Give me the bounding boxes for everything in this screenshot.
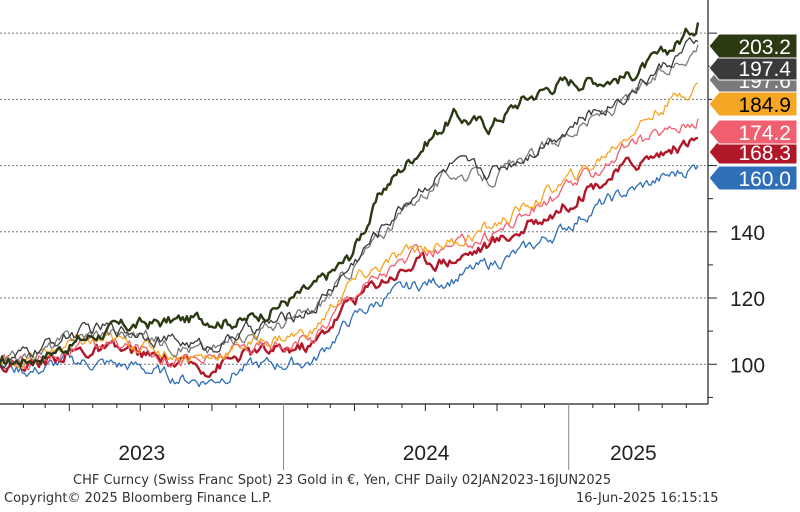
value-tag-label: 168.3	[738, 142, 791, 165]
x-tick-label: 2024	[403, 442, 450, 465]
value-tag-label: 203.2	[738, 36, 791, 59]
y-tick-label: 100	[730, 354, 765, 377]
series-line	[0, 44, 699, 365]
series-lines	[0, 22, 700, 388]
x-tick-label: 2025	[610, 442, 657, 465]
value-tag-box	[708, 55, 798, 81]
series-line	[0, 118, 699, 371]
series-line	[0, 22, 700, 368]
y-tick-label: 120	[730, 288, 765, 311]
value-tag: 197.4	[708, 55, 798, 81]
value-tag: 160.0	[708, 165, 798, 191]
value-tag: 174.2	[708, 119, 798, 145]
value-tag-box	[708, 165, 798, 191]
grid	[0, 32, 708, 365]
series-line	[0, 37, 699, 369]
chart-description: CHF Curncy (Swiss Franc Spot) 23 Gold in…	[73, 473, 612, 488]
value-tag-label: 174.2	[738, 122, 791, 145]
y-tick-label: 140	[730, 222, 765, 245]
value-tag: 168.3	[708, 139, 798, 165]
value-tag-box	[708, 91, 798, 117]
value-tag-label: 160.0	[738, 168, 791, 191]
value-tag: 184.9	[708, 91, 798, 117]
value-tag-box	[708, 33, 798, 59]
timestamp: 16-Jun-2025 16:15:15	[576, 491, 719, 506]
copyright-notice: Copyright© 2025 Bloomberg Finance L.P.	[4, 491, 272, 506]
value-tag-box	[708, 119, 798, 145]
x-tick-label: 2023	[118, 442, 165, 465]
value-tag-label: 197.4	[738, 58, 791, 81]
series-line	[0, 164, 699, 388]
series-line	[0, 82, 699, 370]
value-tag: 203.2	[708, 33, 798, 59]
value-tag-label: 184.9	[738, 94, 791, 117]
